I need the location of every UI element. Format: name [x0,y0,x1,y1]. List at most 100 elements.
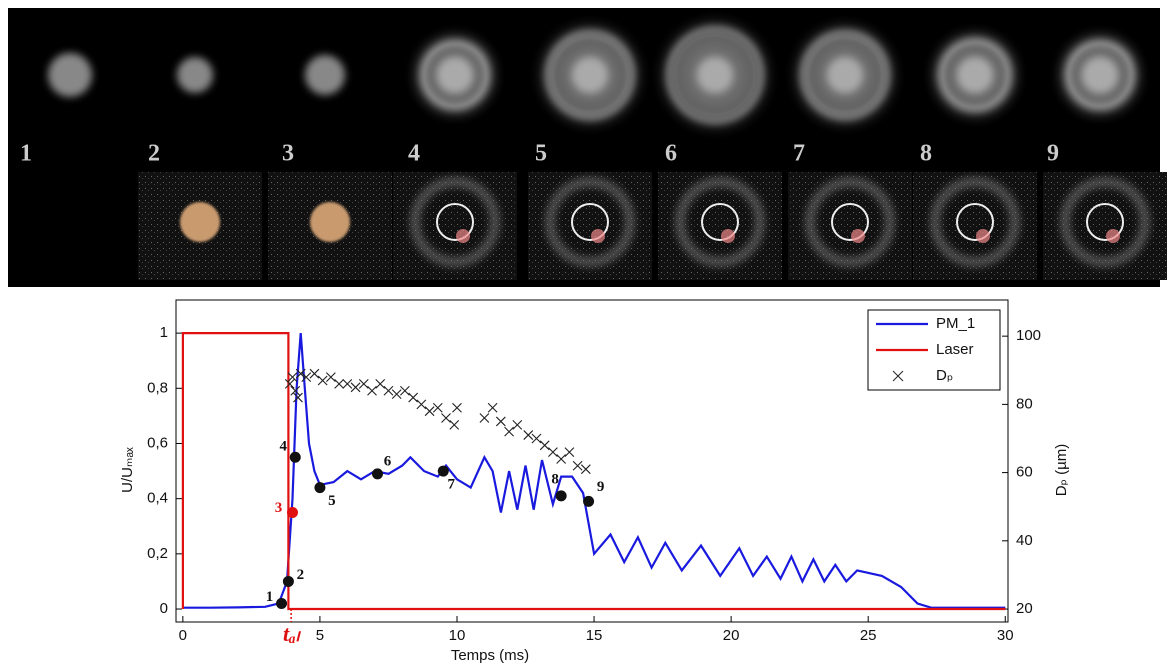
scatter-point [449,419,460,430]
x-tick-label: 20 [723,627,740,644]
y2-tick-label: 60 [1016,464,1033,481]
annotation-dot [276,598,288,610]
scatter-point [416,399,427,410]
series-line [181,332,1006,611]
ring [667,27,763,123]
y-tick-label: 0,8 [147,379,168,396]
hot-spot [591,229,605,243]
scatter-point [580,464,591,475]
particle [310,202,350,242]
scatter-point [572,460,583,471]
hot-spot [1106,229,1120,243]
annotation-label: 6 [384,453,392,469]
halo-ring [805,177,895,267]
scatter-point [317,375,328,386]
scatter-point [342,379,353,389]
scatter-point [295,368,306,379]
x-tick-label: 5 [316,627,324,644]
scatter-point [301,372,312,382]
frame-label: 4 [408,141,420,167]
annotation-dot [371,468,383,480]
scatter-point [512,419,523,430]
frame-label: 7 [793,141,805,167]
annotation-dot [555,490,567,502]
y2-tick-label: 20 [1016,600,1033,617]
scatter-point [400,385,410,396]
scatter-point [383,385,394,396]
scatter-point [284,379,295,389]
scatter-point [290,385,301,396]
annotation-label: 2 [297,567,305,583]
y-tick-label: 0,6 [147,434,168,451]
halo-ring [545,177,635,267]
frame-label: 8 [920,141,932,167]
scatter-point [531,433,542,444]
scatter-point [479,413,490,423]
strip-images [48,9,1167,280]
y2-axis-label: Dₚ (µm) [1053,444,1070,497]
scatter-point [367,385,377,396]
scatter-point [504,426,514,437]
halo-ring [1060,177,1150,267]
annotation-dot [583,495,595,507]
annotation-dot [289,451,301,463]
plot-frame [175,299,1009,623]
scatter-point [325,372,336,382]
scatter-point [287,372,298,382]
frame-label: 1 [20,141,32,167]
annotation-dot [437,465,449,477]
hot-spot [851,229,865,243]
particle [827,57,863,93]
ring [801,31,889,119]
hot-spot [976,229,990,243]
scatter-point [375,379,386,389]
x-axis-label: Temps (ms) [451,647,529,664]
annotation-dot [287,506,299,518]
core-ring [831,203,869,241]
core-ring [571,203,609,241]
x-tick-label: 10 [449,627,466,644]
scatter-point [350,382,361,393]
legend-label: Laser [936,341,974,358]
particle [572,57,608,93]
annotation-label: 3 [275,500,283,516]
ring [546,31,634,119]
y2-tick-label: 40 [1016,532,1033,549]
legend-marker [892,370,904,382]
core-ring [956,203,994,241]
scatter-point [309,368,320,379]
core-ring [436,203,474,241]
annotation-label: 5 [328,493,336,509]
x-tick-label: 15 [586,627,603,644]
y2-tick-label: 100 [1016,327,1041,344]
frame-label: 9 [1047,141,1059,167]
annotation-label: 8 [551,471,559,487]
frame-label: 2 [148,141,160,167]
legend-label: PM_1 [936,315,975,332]
annotation-label: 1 [266,589,274,605]
particle [1082,57,1118,93]
y2-tick-label: 80 [1016,395,1033,412]
scatter-point [564,447,575,458]
particle [177,57,213,93]
y-tick-label: 0 [160,600,168,617]
particle [180,202,220,242]
hot-spot [456,229,470,243]
core-ring [1086,203,1124,241]
scatter-point [334,379,344,389]
ring [1066,41,1134,109]
y-tick-label: 1 [160,324,168,341]
halo-ring [930,177,1020,267]
frame-label: 5 [535,141,547,167]
particle [957,57,993,93]
annotation-label: 9 [597,479,605,495]
scatter-point [432,402,443,413]
series-line [182,333,1006,609]
scatter-point [452,402,462,413]
particle [437,57,473,93]
scatter-point [424,406,435,417]
scatter-point [539,440,550,451]
annotation-label: 4 [279,439,287,455]
